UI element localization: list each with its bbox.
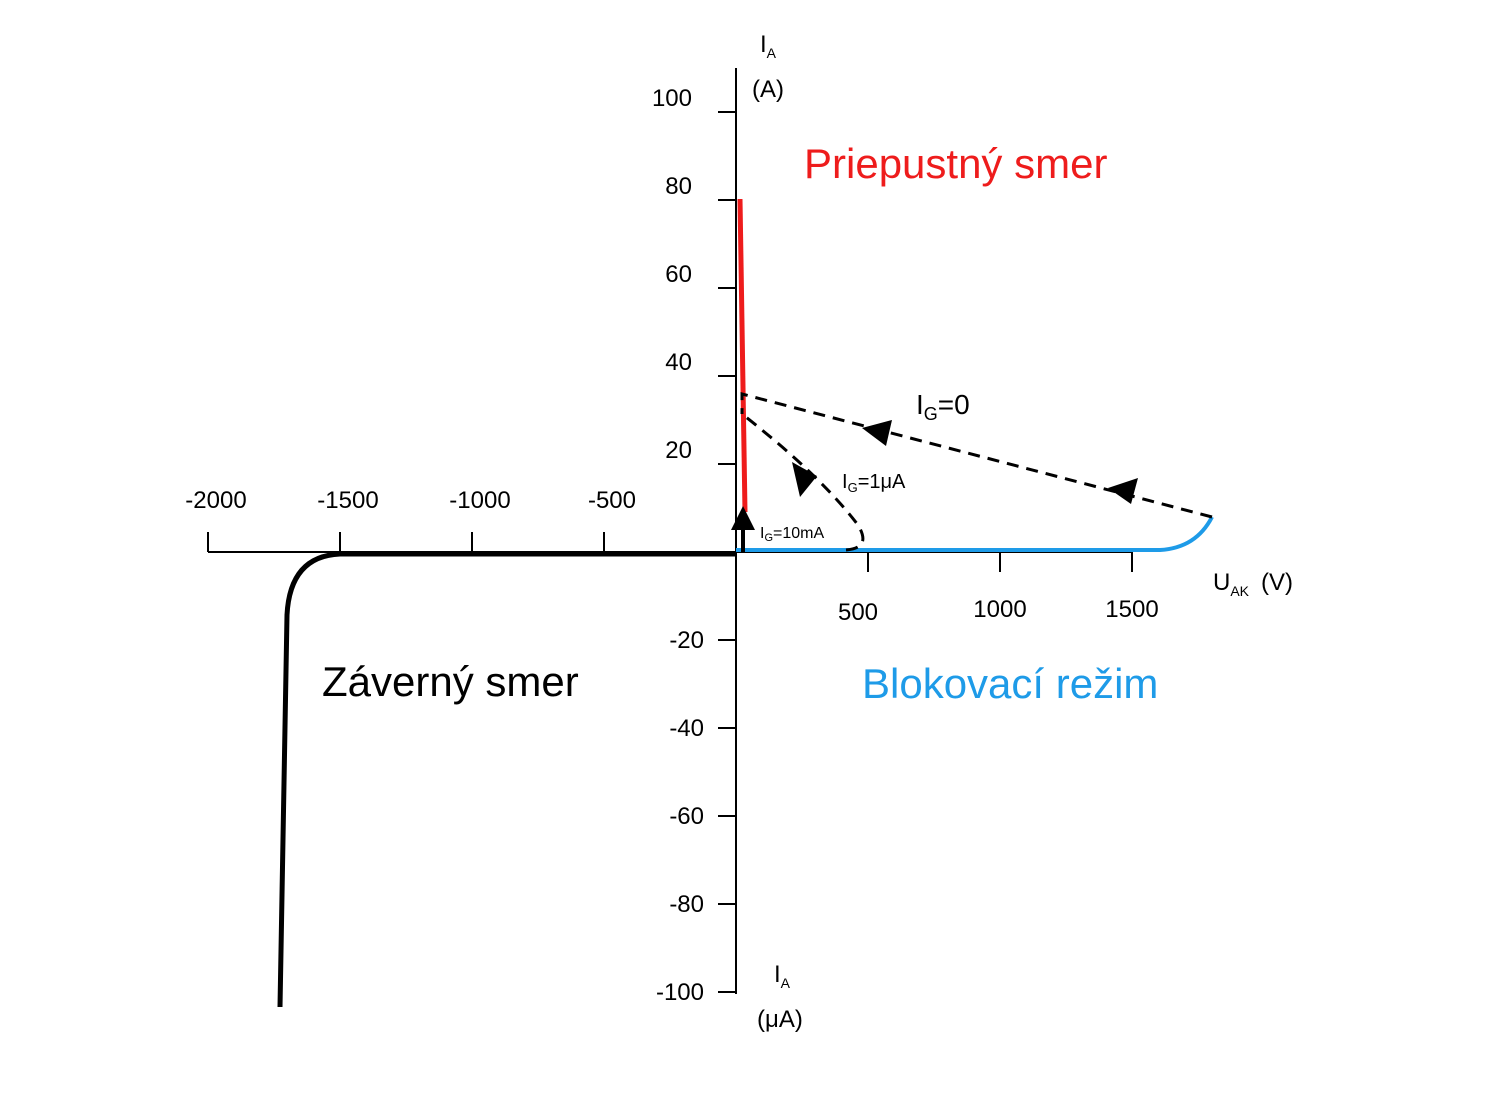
y-tick-label: 100 <box>652 85 692 112</box>
ig0-label: IG=0 <box>916 389 970 424</box>
y-tick-label: -40 <box>669 715 704 742</box>
y-tick-label: -100 <box>656 979 704 1006</box>
y-label-bottom: IA <box>774 961 791 991</box>
x-tick-label: -1000 <box>449 487 510 514</box>
x-tick-label: -2000 <box>185 487 246 514</box>
y-unit-bottom: (μA) <box>757 1006 803 1033</box>
arrow <box>1108 478 1138 504</box>
y-tick-label: 60 <box>665 261 692 288</box>
y-tick-label: -60 <box>669 803 704 830</box>
y-tick-label: 40 <box>665 349 692 376</box>
y-tick-label: -20 <box>669 627 704 654</box>
x-tick-label: 500 <box>838 599 878 626</box>
x-label: UAK (V) <box>1213 569 1293 599</box>
arrow <box>792 462 817 497</box>
x-tick-label: 1000 <box>973 596 1026 623</box>
reverse-curve <box>277 551 736 1008</box>
y-unit-top: (A) <box>752 76 784 103</box>
arrow <box>862 420 892 446</box>
y-tick-label: 80 <box>665 173 692 200</box>
x-tick-label: 1500 <box>1105 596 1158 623</box>
blocking-label: Blokovací režim <box>862 660 1158 707</box>
reverse-label: Záverný smer <box>322 658 579 705</box>
x-tick-label: -500 <box>588 487 636 514</box>
forward-curve <box>737 198 748 513</box>
blocking-curve <box>736 516 1214 552</box>
ig1-label: IG=1μA <box>842 471 906 495</box>
forward-label: Priepustný smer <box>804 140 1107 187</box>
ig10-label: IG=10mA <box>760 525 824 544</box>
y-tick-label: -80 <box>669 891 704 918</box>
x-tick-label: -1500 <box>317 487 378 514</box>
y-tick-label: 20 <box>665 437 692 464</box>
ticks: -2000 -1500 -1000 -500 500 1000 1500 20 40 60 80 10… <box>185 85 1158 1006</box>
arrow <box>731 506 755 530</box>
y-label-top: IA <box>760 31 777 61</box>
ig0-curve <box>740 392 1213 519</box>
